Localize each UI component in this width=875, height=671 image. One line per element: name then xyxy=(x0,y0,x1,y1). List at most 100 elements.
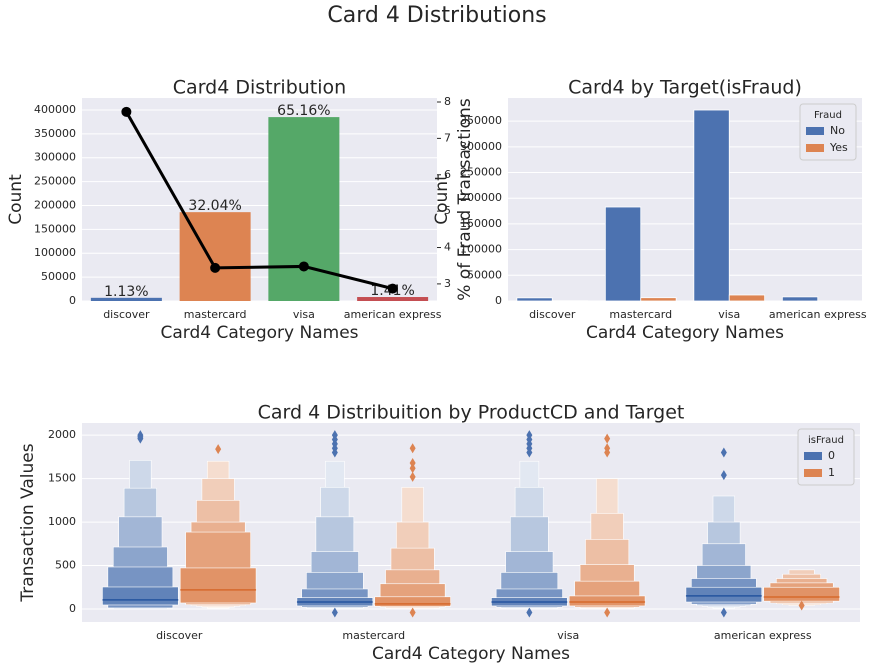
y2-tick-label: 5 xyxy=(444,204,451,217)
legend-swatch xyxy=(804,469,822,477)
outlier xyxy=(526,607,533,618)
y-tick-label: 500 xyxy=(55,559,76,572)
outlier xyxy=(409,457,416,468)
y-tick-label: 300000 xyxy=(34,151,76,164)
outlier xyxy=(409,443,416,454)
boxen-box xyxy=(179,567,257,604)
outlier xyxy=(409,471,416,482)
y-tick-label: 300000 xyxy=(460,140,502,153)
outlier xyxy=(720,470,727,481)
bar xyxy=(516,297,553,302)
y-tick-label: 100000 xyxy=(34,246,76,259)
bar xyxy=(640,297,677,302)
y-tick-label: 200000 xyxy=(34,198,76,211)
y-tick-label: 250000 xyxy=(460,166,502,179)
outlier xyxy=(215,444,222,455)
outlier xyxy=(720,607,727,618)
y-tick-label: 150000 xyxy=(460,217,502,230)
line xyxy=(125,111,393,291)
line-marker xyxy=(210,262,221,273)
y2-axis-label: % of Fraud Transactions xyxy=(455,98,475,301)
x-axis-label: Card4 Category Names xyxy=(372,644,570,664)
y-tick-label: 200000 xyxy=(460,191,502,204)
bar-label: 65.16% xyxy=(277,103,330,119)
chart-title: Card4 by Target(isFraud) xyxy=(568,77,802,99)
boxen-box xyxy=(374,596,451,607)
legend-title: isFraud xyxy=(808,435,844,446)
legend-title: Fraud xyxy=(814,110,842,121)
outlier xyxy=(409,607,416,618)
outlier xyxy=(409,463,416,474)
boxen-box xyxy=(763,586,840,602)
y-tick-label: 50000 xyxy=(467,268,502,281)
x-tick-label: discover xyxy=(103,308,150,321)
y-tick-label: 1000 xyxy=(48,515,76,528)
outlier xyxy=(331,607,338,618)
x-axis-label: Card4 Category Names xyxy=(586,323,784,343)
chart-title: Card 4 Distribuition by ProductCD and Ta… xyxy=(258,402,685,424)
x-tick-label: visa xyxy=(718,308,740,321)
y2-tick-label: 6 xyxy=(444,168,451,181)
y-axis-label: Count xyxy=(432,174,452,225)
x-tick-label: visa xyxy=(557,629,579,642)
y-tick-label: 350000 xyxy=(34,127,76,140)
legend-swatch xyxy=(806,144,824,152)
outlier xyxy=(604,443,611,454)
outlier xyxy=(331,430,338,441)
x-tick-label: discover xyxy=(529,308,576,321)
y-tick-label: 50000 xyxy=(41,270,76,283)
legend-label: 0 xyxy=(828,449,835,462)
y-tick-label: 400000 xyxy=(34,103,76,116)
outlier xyxy=(604,607,611,618)
y-tick-label: 0 xyxy=(495,294,502,307)
legend-label: Yes xyxy=(829,141,848,154)
y-tick-label: 1500 xyxy=(48,472,76,485)
y-tick-label: 0 xyxy=(69,602,76,615)
chart-title: Card4 Distribution xyxy=(173,77,346,99)
y-tick-label: 150000 xyxy=(34,222,76,235)
legend-swatch xyxy=(804,452,822,460)
outlier xyxy=(526,430,533,441)
bar xyxy=(604,206,642,302)
line-marker xyxy=(387,283,398,294)
x-tick-label: discover xyxy=(156,629,203,642)
y-tick-label: 100000 xyxy=(460,243,502,256)
outlier xyxy=(137,430,144,441)
line-marker xyxy=(121,106,132,117)
boxen-box xyxy=(685,586,763,603)
y2-tick-label: 8 xyxy=(444,95,451,108)
bar xyxy=(90,297,162,301)
y2-tick-label: 3 xyxy=(444,277,451,290)
bar xyxy=(781,296,819,302)
x-tick-label: american express xyxy=(344,308,442,321)
outlier xyxy=(604,433,611,444)
bar xyxy=(357,297,429,301)
bar xyxy=(728,294,766,302)
boxen-box xyxy=(102,586,179,606)
y2-tick-label: 7 xyxy=(444,131,451,144)
boxen-box xyxy=(568,595,646,607)
figure-title: Card 4 Distributions xyxy=(327,3,546,28)
x-tick-label: mastercard xyxy=(342,629,405,642)
x-tick-label: american express xyxy=(769,308,867,321)
line-marker xyxy=(298,261,309,272)
outlier xyxy=(720,447,727,458)
x-tick-label: mastercard xyxy=(184,308,247,321)
bar xyxy=(693,109,730,302)
x-tick-label: mastercard xyxy=(609,308,672,321)
legend-label: 1 xyxy=(828,466,835,479)
y-tick-label: 250000 xyxy=(34,175,76,188)
y2-tick-label: 4 xyxy=(444,241,451,254)
bar-label: 1.13% xyxy=(104,284,148,300)
bar-label: 32.04% xyxy=(188,198,241,214)
legend-swatch xyxy=(806,127,824,135)
y-tick-label: 350000 xyxy=(460,114,502,127)
x-axis-label: Card4 Category Names xyxy=(160,323,358,343)
y-tick-label: 2000 xyxy=(48,428,76,441)
y-axis-label: Transaction Values xyxy=(18,443,38,602)
outlier xyxy=(798,600,805,611)
x-tick-label: visa xyxy=(293,308,315,321)
x-tick-label: american express xyxy=(714,629,812,642)
y-tick-label: 0 xyxy=(69,294,76,307)
